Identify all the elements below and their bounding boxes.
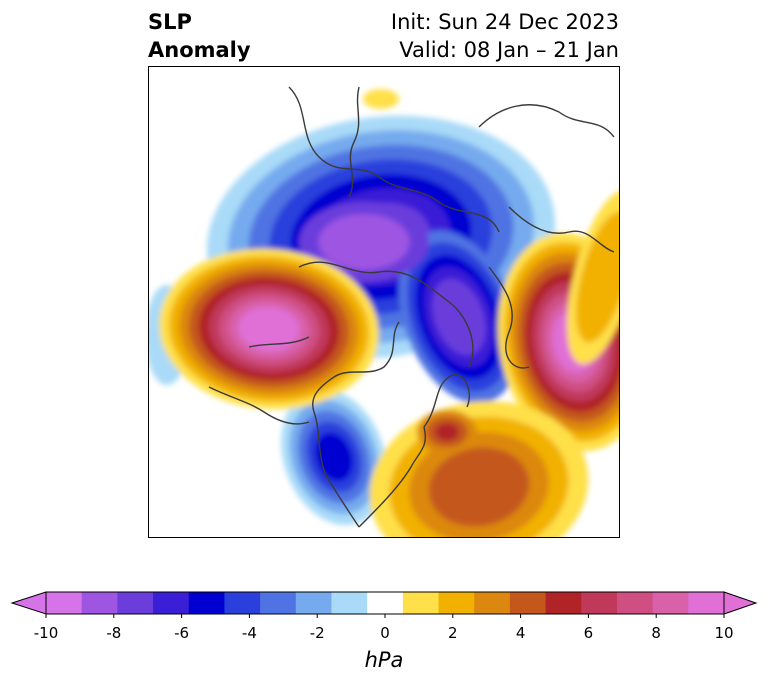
coastline: [248, 336, 310, 348]
coastline: [488, 266, 530, 369]
colorbar-bin: [509, 592, 547, 614]
colorbar-bin: [438, 592, 475, 614]
coastline: [508, 206, 615, 253]
colorbar: [10, 588, 758, 622]
valid-range: Valid: 08 Jan – 21 Jan: [399, 38, 619, 62]
colorbar-bin: [331, 592, 368, 614]
colorbar-bin: [153, 592, 190, 614]
coastline: [423, 374, 470, 428]
colorbar-bin: [224, 592, 261, 614]
colorbar-tick-label: 10: [714, 624, 734, 642]
colorbar-bin: [295, 592, 332, 614]
colorbar-bin: [581, 592, 618, 614]
init-date: Init: Sun 24 Dec 2023: [390, 10, 619, 34]
colorbar-bin: [117, 592, 154, 614]
map-panel: [148, 66, 620, 538]
colorbar-tick-label: -6: [174, 624, 190, 642]
colorbar-tick-label: -4: [241, 624, 257, 642]
colorbar-bin: [688, 592, 725, 614]
colorbar-tick-label: -10: [33, 624, 59, 642]
colorbar-tick-label: 6: [583, 624, 594, 642]
title-line-1: SLP: [148, 10, 192, 34]
coastline: [298, 261, 474, 368]
coastlines: [208, 86, 615, 528]
colorbar-bin: [367, 592, 404, 614]
colorbar-unit: hPa: [364, 648, 404, 672]
coastline: [312, 321, 400, 413]
colorbar-graphic: [10, 591, 758, 618]
colorbar-bin: [402, 592, 440, 614]
pacific-high: [238, 306, 300, 352]
colorbar-tick-label: 8: [651, 624, 661, 642]
asia-ridge: [576, 211, 619, 343]
colorbar-bin: [188, 592, 225, 614]
baffin-low: [432, 278, 486, 356]
map-subtitle: Init: Sun 24 Dec 2023 Valid: 08 Jan – 21…: [391, 8, 619, 64]
coastline: [313, 411, 360, 528]
coastline: [348, 86, 360, 198]
coastline: [478, 104, 615, 138]
colorbar-tick-label: 0: [380, 624, 390, 642]
atlantic-high: [428, 447, 530, 527]
colorbar-extend-max: [723, 591, 758, 615]
colorbar-tick-label: 4: [515, 624, 526, 642]
arctic-low-core: [318, 214, 410, 270]
arctic-high-patch: [363, 89, 399, 109]
title-line-2: Anomaly: [148, 38, 251, 62]
slp-anomaly-map: [149, 86, 619, 537]
coastline: [358, 426, 426, 528]
colorbar-tick-label: -8: [106, 624, 122, 642]
colorbar-bin: [616, 592, 654, 614]
map-title: SLP Anomaly: [148, 8, 251, 64]
colorbar-bin: [46, 592, 83, 614]
colorbar-extend-min: [10, 591, 47, 615]
colorbar-bin: [474, 592, 511, 614]
colorbar-tick-label: 2: [448, 624, 458, 642]
colorbar-bin: [81, 592, 118, 614]
anomaly-fill: [149, 89, 619, 537]
atlantic-high-core: [435, 423, 459, 441]
coastline: [208, 386, 310, 425]
colorbar-tick-label: -2: [309, 624, 325, 642]
colorbar-bin: [652, 592, 689, 614]
coastline: [288, 86, 500, 233]
colorbar-bin: [260, 592, 297, 614]
colorbar-bin: [545, 592, 582, 614]
